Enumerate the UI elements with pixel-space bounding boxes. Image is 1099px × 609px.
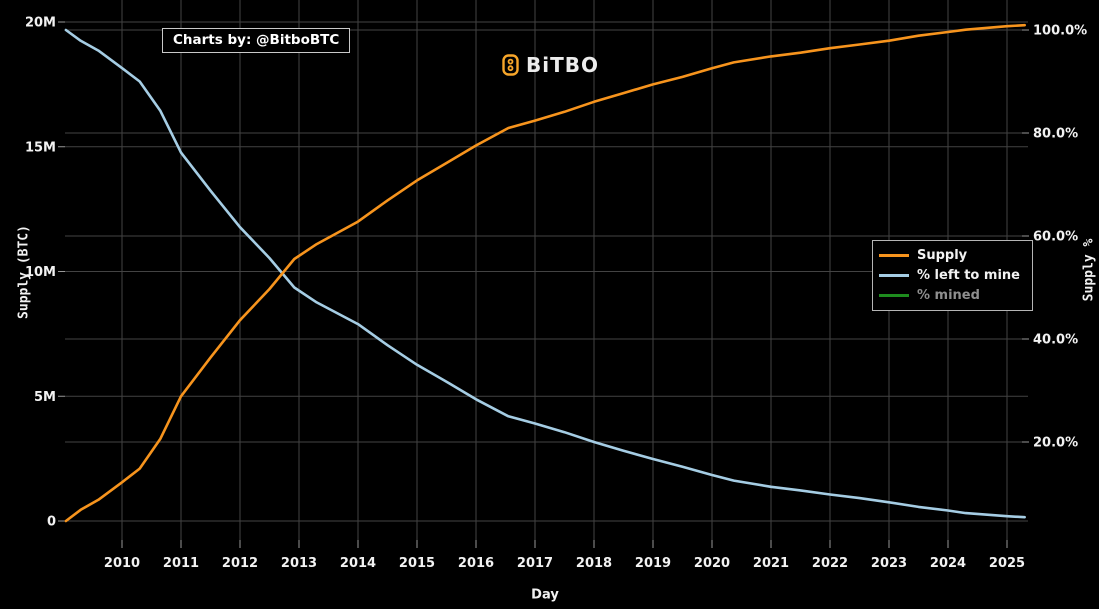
y-right-tick-label: 60.0% [1033,230,1078,245]
x-tick-label: 2016 [458,556,494,571]
y-left-tick-label: 20M [25,16,56,31]
y-right-tick-label: 40.0% [1033,333,1078,348]
y-right-tick-label: 100.0% [1033,24,1087,39]
chart-credit-text: Charts by: @BitboBTC [173,32,340,48]
y-right-tick-label: 20.0% [1033,436,1078,451]
x-tick-label: 2015 [399,556,435,571]
legend-swatch-supply [879,254,909,257]
x-tick-label: 2012 [222,556,258,571]
x-tick-label: 2020 [694,556,730,571]
x-tick-label: 2014 [340,556,376,571]
y-left-tick-label: 15M [25,140,56,155]
y-left-tick-label: 10M [25,265,56,280]
legend-item-supply[interactable]: Supply [879,248,1020,263]
x-tick-label: 2022 [812,556,848,571]
bitcoin-icon [502,54,519,76]
legend-item-pct-mined[interactable]: % mined [879,288,1020,303]
series-line-supply [64,23,1026,523]
x-tick-label: 2013 [281,556,317,571]
bitbo-logo: BiTBO [502,53,599,77]
legend: Supply % left to mine % mined [872,240,1033,311]
x-tick-label: 2010 [104,556,140,571]
x-tick-label: 2017 [517,556,553,571]
y-left-tick-label: 0 [47,515,56,530]
x-tick-label: 2023 [871,556,907,571]
series-line-pct-left-to-mine [64,28,1026,519]
legend-item-pct-left-to-mine[interactable]: % left to mine [879,268,1020,283]
x-tick-label: 2018 [576,556,612,571]
y-left-tick-label: 5M [34,390,56,405]
bitbo-logo-text: BiTBO [526,53,599,77]
chart-credit-box: Charts by: @BitboBTC [162,28,351,53]
legend-label-supply: Supply [917,248,968,263]
x-tick-label: 2021 [753,556,789,571]
x-tick-label: 2019 [635,556,671,571]
legend-swatch-pct-left-to-mine [879,274,909,277]
legend-swatch-pct-mined [879,294,909,297]
x-tick-label: 2024 [930,556,966,571]
x-tick-label: 2025 [989,556,1025,571]
x-tick-label: 2011 [163,556,199,571]
legend-label-pct-left-to-mine: % left to mine [917,268,1020,283]
y-right-tick-label: 80.0% [1033,127,1078,142]
x-axis-title: Day [531,587,559,603]
y-axis-title-right: Supply % [1081,238,1097,302]
legend-label-pct-mined: % mined [917,288,980,303]
y-axis-title-left: Supply (BTC) [16,225,32,319]
